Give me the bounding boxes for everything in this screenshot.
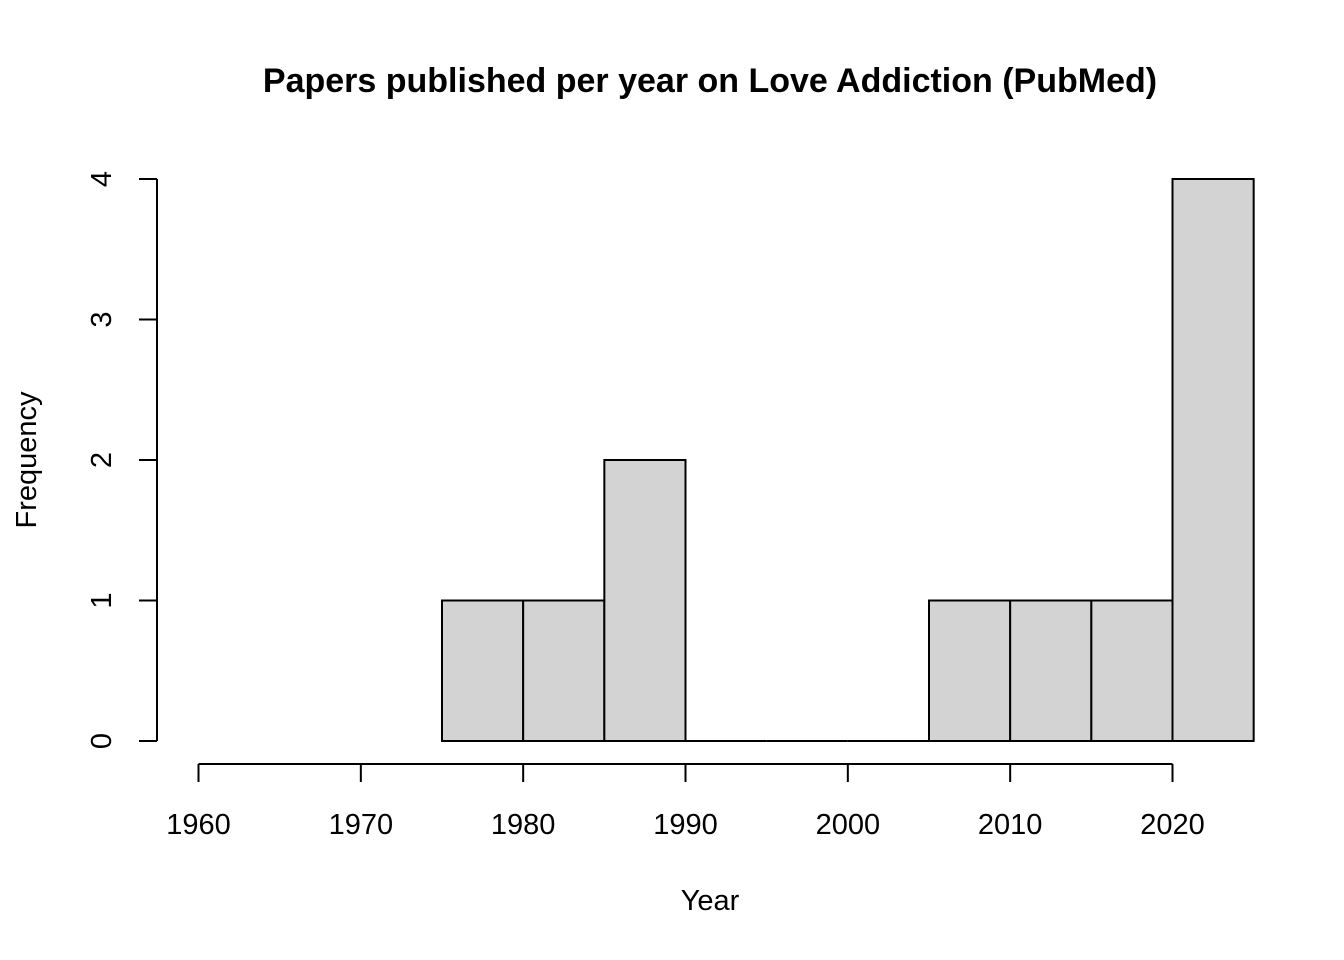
chart-title: Papers published per year on Love Addict…: [263, 62, 1157, 100]
x-tick-label-2: 1980: [491, 809, 556, 841]
x-axis: 1960 1970 1980 1990 2000 2010 2020: [166, 763, 1205, 841]
y-axis: 0 1 2 3 4: [86, 171, 158, 749]
y-tick-label-1: 1: [86, 592, 118, 608]
histogram-bar-2005-2010: [928, 599, 1012, 742]
x-tick-label-5: 2010: [978, 809, 1043, 841]
x-tick-label-3: 1990: [653, 809, 718, 841]
x-tick-label-6: 2020: [1140, 809, 1205, 841]
x-tick-label-0: 1960: [166, 809, 231, 841]
y-tick-label-4: 4: [86, 171, 118, 187]
x-axis-label: Year: [681, 885, 740, 917]
x-tick-label-4: 2000: [816, 809, 881, 841]
bars-layer: [441, 178, 1255, 742]
x-tick-label-1: 1970: [329, 809, 394, 841]
histogram-bar-2015-2020: [1090, 599, 1174, 742]
y-tick-label-0: 0: [86, 733, 118, 749]
y-tick-label-3: 3: [86, 311, 118, 327]
histogram-bar-2020-2025: [1171, 178, 1255, 742]
y-tick-label-2: 2: [86, 452, 118, 468]
histogram-bar-1975-1980: [441, 599, 525, 742]
histogram-bar-1985-1990: [603, 459, 687, 742]
histogram-bar-1980-1985: [522, 599, 606, 742]
y-axis-label: Frequency: [11, 391, 43, 529]
histogram-bar-2010-2015: [1009, 599, 1093, 742]
